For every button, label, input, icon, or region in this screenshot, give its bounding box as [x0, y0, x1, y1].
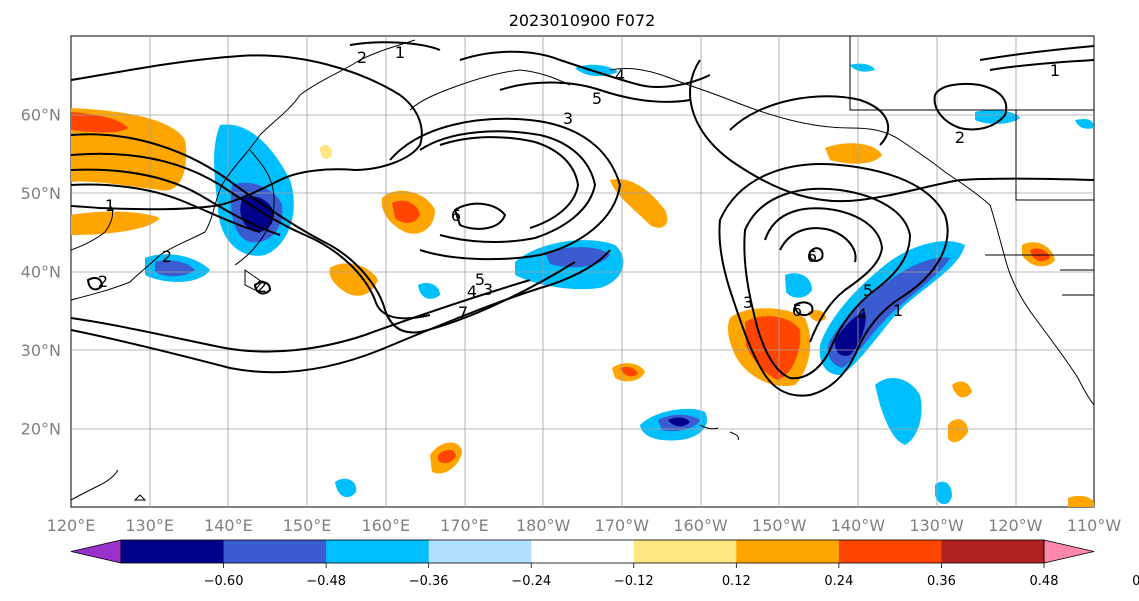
latitude-tick-label: 20°N [21, 420, 61, 439]
colorbar-extend-high [1043, 539, 1095, 564]
coastlines [71, 36, 1094, 501]
latitude-axis: 60°N 50°N 40°N 30°N 20°N [21, 106, 61, 439]
colorbar-tick-label: 0.12 [722, 574, 751, 589]
longitude-tick-label: 110°W [1067, 516, 1122, 535]
contour-label: 3 [563, 109, 573, 128]
colorbar-bin [223, 540, 327, 563]
colorbar-tick-label: 0.36 [927, 574, 956, 589]
colorbar [70, 539, 1095, 564]
contour-label: 2 [955, 128, 965, 147]
colorbar-bin [633, 540, 737, 563]
colorbar-tick-label: −0.36 [409, 574, 449, 589]
colorbar-bin [428, 540, 532, 563]
colorbar-bin [326, 540, 430, 563]
colorbar-tick-label: 0.48 [1030, 574, 1059, 589]
contour-label: 7 [458, 303, 468, 322]
contour-label: 5 [475, 270, 485, 289]
colorbar-tick-label: 0.60 [1132, 574, 1139, 589]
longitude-tick-label: 140°W [831, 516, 886, 535]
contour-label: 2 [357, 48, 367, 67]
map-title: 2023010900 F072 [509, 11, 656, 30]
latitude-tick-label: 60°N [21, 106, 61, 125]
contour-label: 6 [807, 247, 817, 266]
longitude-tick-label: 170°W [595, 516, 650, 535]
colorbar-bin [941, 540, 1045, 563]
longitude-tick-label: 160°W [673, 516, 728, 535]
contour-label: 4 [857, 305, 867, 324]
longitude-tick-label: 150°W [752, 516, 807, 535]
contour-label: 5 [863, 281, 873, 300]
longitude-tick-label: 130°W [909, 516, 964, 535]
longitude-tick-label: 170°E [440, 516, 489, 535]
colorbar-tick-label: −0.60 [204, 574, 244, 589]
contour-label: 6 [451, 206, 461, 225]
contour-label: 6 [792, 301, 802, 320]
colorbar-tick-label: −0.48 [306, 574, 346, 589]
colorbar-outline [120, 539, 1045, 564]
colorbar-bin [531, 540, 635, 563]
longitude-tick-label: 160°E [361, 516, 410, 535]
contour-label: 4 [467, 282, 477, 301]
colorbar-ticks: −0.60 −0.48 −0.36 −0.24 −0.12 0.12 0.24 0.36 0.4… [204, 563, 1139, 589]
latitude-tick-label: 50°N [21, 184, 61, 203]
latitude-tick-label: 40°N [21, 263, 61, 282]
contour-label: 2 [162, 247, 172, 266]
contour-label: 2 [98, 272, 108, 291]
contour-lines [71, 41, 1094, 397]
contour-label: 4 [615, 66, 625, 85]
map-panel: 1 1 1 1 2 2 2 2 2 3 3 3 4 4 4 5 5 5 6 6 [70, 35, 1095, 508]
longitude-axis: 120°E 130°E 140°E 150°E 160°E 170°E 180°W 170°W… [47, 516, 1122, 535]
colorbar-tick-label: 0.24 [824, 574, 853, 589]
anomaly-fill-layer [71, 63, 1094, 507]
longitude-tick-label: 140°E [204, 516, 253, 535]
longitude-tick-label: 150°E [283, 516, 332, 535]
longitude-tick-label: 130°E [125, 516, 174, 535]
contour-label-layer: 1 1 1 1 2 2 2 2 2 3 3 3 4 4 4 5 5 5 6 6 [98, 43, 1060, 324]
longitude-tick-label: 120°W [988, 516, 1043, 535]
contour-label: 3 [743, 293, 753, 312]
contour-label: 1 [105, 196, 115, 215]
contour-label: 1 [395, 43, 405, 62]
contour-label: 2 [257, 277, 267, 296]
contour-label: 3 [483, 280, 493, 299]
contour-label: 1 [1050, 61, 1060, 80]
colorbar-tick-label: −0.12 [614, 574, 654, 589]
latitude-tick-label: 30°N [21, 341, 61, 360]
longitude-tick-label: 180°W [516, 516, 571, 535]
colorbar-bin [838, 540, 942, 563]
colorbar-bin [736, 540, 840, 563]
colorbar-bin [121, 540, 225, 563]
colorbar-tick-label: −0.24 [511, 574, 551, 589]
contour-label: 5 [592, 89, 602, 108]
longitude-tick-label: 120°E [47, 516, 96, 535]
colorbar-extend-low [70, 539, 122, 564]
contour-label: 1 [893, 301, 903, 320]
